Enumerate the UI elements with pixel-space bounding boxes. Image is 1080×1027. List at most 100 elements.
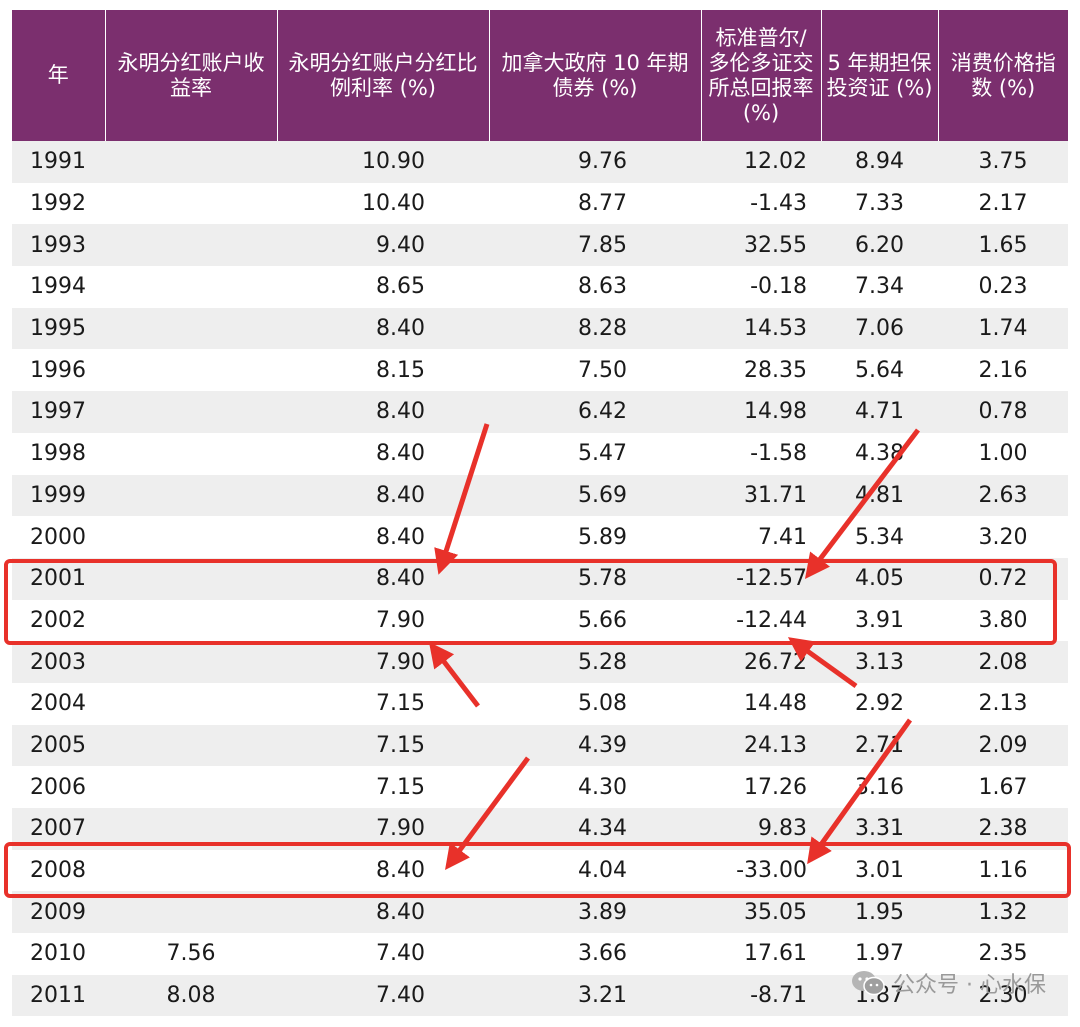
- cell-canada-10y-bond: 4.30: [489, 766, 701, 808]
- cell-cpi: 2.38: [938, 808, 1068, 850]
- cell-cpi: 2.16: [938, 349, 1068, 392]
- wechat-icon: [852, 971, 885, 996]
- watermark: 公众号 · 心水保: [851, 967, 1046, 999]
- cell-tsx-total-return: 17.61: [701, 933, 821, 975]
- cell-cpi: 0.78: [938, 391, 1068, 433]
- cell-5y-gic: 4.38: [821, 432, 938, 475]
- cell-tsx-total-return: 14.53: [701, 307, 821, 350]
- cell-tsx-total-return: 14.48: [701, 682, 821, 725]
- cell-cpi: 2.08: [938, 641, 1068, 683]
- cell-year: 2005: [12, 724, 105, 767]
- cell-sunlife-return: 7.56: [105, 933, 277, 975]
- cell-sunlife-return: [105, 891, 277, 934]
- cell-cpi: 3.75: [938, 141, 1068, 183]
- cell-tsx-total-return: 9.83: [701, 808, 821, 850]
- cell-sunlife-return: 8.08: [105, 974, 277, 1017]
- cell-canada-10y-bond: 4.04: [489, 849, 701, 892]
- cell-year: 2000: [12, 516, 105, 558]
- cell-canada-10y-bond: 3.89: [489, 891, 701, 934]
- cell-dividend-rate: 8.40: [277, 849, 489, 892]
- cell-canada-10y-bond: 8.77: [489, 182, 701, 225]
- cell-year: 2009: [12, 891, 105, 934]
- table-row: 2009 8.40 3.89 35.05 1.95 1.32: [12, 891, 1068, 934]
- cell-tsx-total-return: 24.13: [701, 724, 821, 767]
- cell-5y-gic: 2.71: [821, 724, 938, 767]
- cell-dividend-rate: 10.90: [277, 141, 489, 183]
- table-row: 1996 8.15 7.50 28.35 5.64 2.16: [12, 349, 1068, 392]
- cell-year: 2006: [12, 766, 105, 808]
- cell-canada-10y-bond: 8.63: [489, 266, 701, 308]
- cell-sunlife-return: [105, 599, 277, 642]
- cell-cpi: 2.63: [938, 474, 1068, 517]
- cell-5y-gic: 4.71: [821, 391, 938, 433]
- table-row: 1991 10.90 9.76 12.02 8.94 3.75: [12, 141, 1068, 183]
- cell-sunlife-return: [105, 641, 277, 683]
- cell-canada-10y-bond: 5.47: [489, 432, 701, 475]
- cell-year: 1993: [12, 224, 105, 267]
- table-row: 2005 7.15 4.39 24.13 2.71 2.09: [12, 724, 1068, 767]
- header-year: 年: [12, 10, 106, 141]
- cell-dividend-rate: 8.65: [277, 266, 489, 308]
- cell-dividend-rate: 7.15: [277, 766, 489, 808]
- cell-year: 1997: [12, 391, 105, 433]
- cell-cpi: 1.16: [938, 849, 1068, 892]
- cell-cpi: 2.17: [938, 182, 1068, 225]
- cell-cpi: 1.74: [938, 307, 1068, 350]
- cell-year: 2004: [12, 682, 105, 725]
- cell-dividend-rate: 10.40: [277, 182, 489, 225]
- cell-5y-gic: 1.95: [821, 891, 938, 934]
- table-row: 2002 7.90 5.66 -12.44 3.91 3.80: [12, 599, 1068, 642]
- cell-5y-gic: 8.94: [821, 141, 938, 183]
- header-canada-10y-bond: 加拿大政府 10 年期债券 (%): [489, 10, 702, 141]
- cell-year: 2001: [12, 557, 105, 600]
- cell-cpi: 2.30: [938, 974, 1068, 1017]
- table-row: 1993 9.40 7.85 32.55 6.20 1.65: [12, 224, 1068, 267]
- cell-canada-10y-bond: 4.39: [489, 724, 701, 767]
- cell-5y-gic: 2.92: [821, 682, 938, 725]
- cell-dividend-rate: 7.90: [277, 599, 489, 642]
- table-row: 1994 8.65 8.63 -0.18 7.34 0.23: [12, 266, 1068, 308]
- cell-canada-10y-bond: 4.34: [489, 808, 701, 850]
- cell-year: 1995: [12, 307, 105, 350]
- cell-cpi: 1.00: [938, 432, 1068, 475]
- cell-sunlife-return: [105, 307, 277, 350]
- cell-tsx-total-return: 32.55: [701, 224, 821, 267]
- cell-tsx-total-return: 17.26: [701, 766, 821, 808]
- table-row: 2006 7.15 4.30 17.26 3.16 1.67: [12, 766, 1068, 808]
- header-5y-gic: 5 年期担保投资证 (%): [821, 10, 939, 141]
- cell-dividend-rate: 7.90: [277, 641, 489, 683]
- table-row: 2004 7.15 5.08 14.48 2.92 2.13: [12, 682, 1068, 725]
- cell-sunlife-return: [105, 141, 277, 183]
- cell-cpi: 2.09: [938, 724, 1068, 767]
- cell-sunlife-return: [105, 182, 277, 225]
- cell-year: 2011: [12, 974, 105, 1017]
- cell-cpi: 3.80: [938, 599, 1068, 642]
- cell-sunlife-return: [105, 557, 277, 600]
- cell-dividend-rate: 7.40: [277, 933, 489, 975]
- cell-canada-10y-bond: 5.28: [489, 641, 701, 683]
- header-dividend-rate: 永明分红账户分红比例利率 (%): [277, 10, 490, 141]
- cell-canada-10y-bond: 5.78: [489, 557, 701, 600]
- cell-5y-gic: 3.16: [821, 766, 938, 808]
- table-row: 1998 8.40 5.47 -1.58 4.38 1.00: [12, 432, 1068, 475]
- cell-cpi: 2.13: [938, 682, 1068, 725]
- cell-year: 1994: [12, 266, 105, 308]
- cell-year: 2003: [12, 641, 105, 683]
- cell-sunlife-return: [105, 266, 277, 308]
- cell-sunlife-return: [105, 391, 277, 433]
- cell-year: 1996: [12, 349, 105, 392]
- cell-canada-10y-bond: 7.85: [489, 224, 701, 267]
- returns-table: 年 永明分红账户收益率 永明分红账户分红比例利率 (%) 加拿大政府 10 年期…: [12, 10, 1068, 1017]
- cell-5y-gic: 3.31: [821, 808, 938, 850]
- cell-5y-gic: 4.81: [821, 474, 938, 517]
- cell-dividend-rate: 8.40: [277, 307, 489, 350]
- cell-5y-gic: 3.13: [821, 641, 938, 683]
- cell-dividend-rate: 8.40: [277, 474, 489, 517]
- cell-sunlife-return: [105, 474, 277, 517]
- cell-5y-gic: 7.34: [821, 266, 938, 308]
- cell-cpi: 2.35: [938, 933, 1068, 975]
- cell-canada-10y-bond: 5.69: [489, 474, 701, 517]
- cell-tsx-total-return: 7.41: [701, 516, 821, 558]
- cell-year: 2008: [12, 849, 105, 892]
- cell-canada-10y-bond: 8.28: [489, 307, 701, 350]
